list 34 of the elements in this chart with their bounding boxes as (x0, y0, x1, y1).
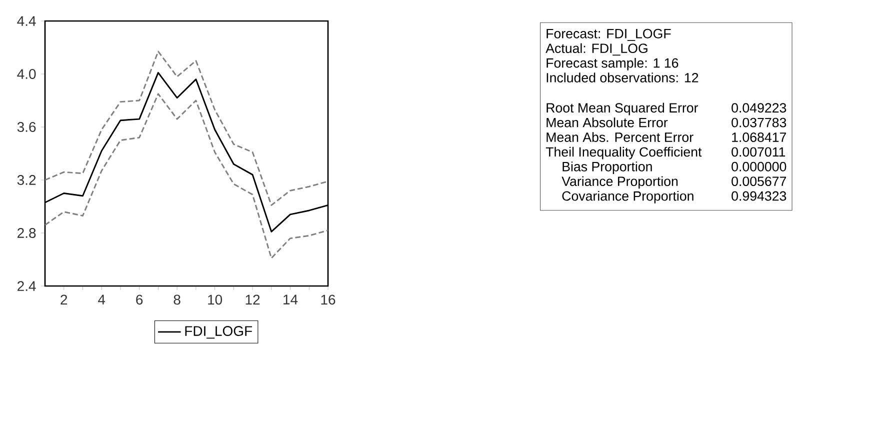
text: 0.000000 (732, 162, 786, 172)
text: Theil Inequality Coefficient (546, 146, 702, 160)
legend-label: FDI_LOGF (185, 326, 252, 339)
text: 0.007011 (732, 147, 786, 157)
x-tick-label: 4 (98, 294, 106, 304)
text: Included observations: 12 (546, 72, 698, 82)
x-tick-label: 8 (174, 294, 180, 305)
x-tick-label: 10 (208, 294, 222, 305)
y-tick-label: 4.4 (17, 16, 36, 26)
y-tick-label: 4.0 (17, 69, 36, 79)
text: Covariance Proportion (562, 190, 694, 204)
line-series (45, 93, 328, 259)
text: 0.049223 (732, 103, 786, 113)
text: 0.994323 (732, 191, 786, 201)
text: Root Mean Squared Error (546, 102, 698, 116)
y-tick-label: 2.4 (18, 281, 36, 291)
y-tick-label: 2.8 (18, 228, 36, 238)
x-tick-label: 12 (246, 294, 260, 304)
text: Forecast: FDI_LOGF (546, 28, 671, 41)
text: Forecast sample: 1 16 (546, 58, 678, 70)
x-tick-label: 2 (60, 294, 68, 304)
x-tick-label: 14 (284, 294, 298, 304)
text: Mean Absolute Error (546, 117, 668, 128)
text: Variance Proportion (562, 176, 678, 189)
text: 0.037783 (732, 118, 786, 128)
text: 0.005677 (732, 176, 786, 186)
y-tick-label: 3.2 (17, 175, 36, 185)
x-tick-label: 16 (321, 294, 336, 305)
text: Mean Abs. Percent Error (546, 132, 694, 142)
y-tick-label: 3.6 (17, 122, 36, 132)
text: 1.068417 (732, 132, 786, 142)
text: Bias Proportion (562, 162, 652, 174)
x-tick-label: 6 (136, 294, 143, 305)
text: Actual: FDI_LOG (546, 43, 648, 56)
